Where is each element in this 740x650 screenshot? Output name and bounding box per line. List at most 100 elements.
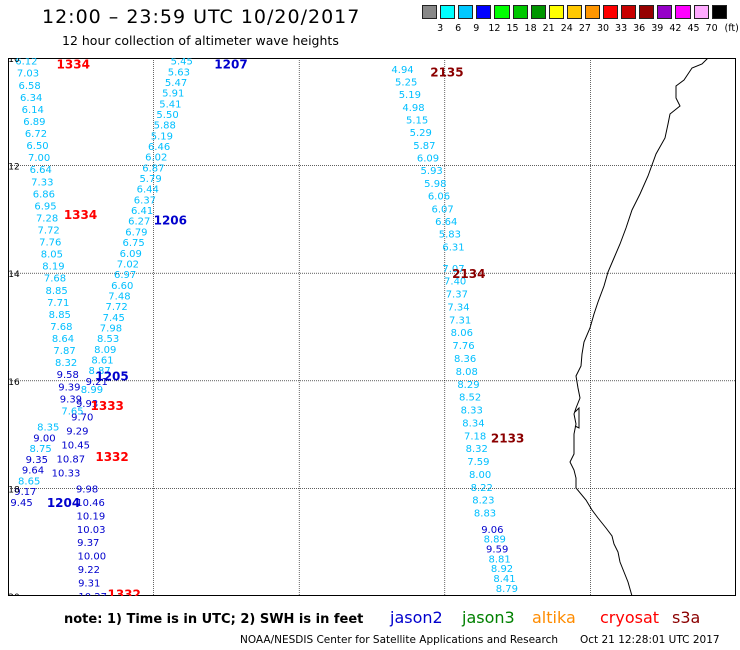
- wave-height-label: 5.63: [168, 67, 190, 78]
- wave-height-label: 8.79: [496, 584, 518, 595]
- wave-height-label: 8.64: [52, 334, 74, 345]
- wave-height-label: 6.09: [120, 249, 142, 260]
- wave-height-label: 7.71: [47, 298, 69, 309]
- legend-swatch: [584, 5, 601, 19]
- legend-swatch: [458, 5, 474, 19]
- wave-height-label: 7.34: [447, 302, 469, 313]
- map-frame: [8, 58, 736, 596]
- wave-height-label: 8.35: [37, 423, 59, 434]
- legend-label: 6: [455, 23, 462, 34]
- wave-height-label: 8.99: [81, 385, 103, 396]
- wave-height-label: 5.47: [165, 78, 187, 89]
- wave-height-label: 9.37: [77, 538, 99, 549]
- map-subtitle: 12 hour collection of altimeter wave hei…: [62, 33, 339, 48]
- wave-height-label: 9.58: [57, 370, 79, 381]
- wave-height-label: 9.45: [10, 498, 32, 509]
- wave-height-label: 8.65: [18, 476, 40, 487]
- wave-height-label: 8.33: [461, 406, 483, 417]
- satellite-altika: altika: [532, 608, 576, 627]
- wave-height-label: 6.89: [23, 117, 45, 128]
- legend-swatch: [675, 5, 691, 19]
- wave-height-label: 6.79: [125, 227, 147, 238]
- legend-label: 42: [669, 23, 682, 34]
- wave-height-label: 9.98: [76, 484, 98, 495]
- pass-label: 1206: [154, 213, 187, 227]
- wave-height-label: 10.27: [78, 592, 107, 596]
- wave-height-label: 6.31: [442, 242, 464, 253]
- wave-height-label: 6.02: [145, 153, 167, 164]
- legend-label: 36: [633, 23, 646, 34]
- wave-height-label: 5.41: [159, 99, 181, 110]
- wave-height-label: 7.72: [38, 226, 60, 237]
- wave-height-label: 5.50: [156, 110, 178, 121]
- wave-height-label: 7.65: [61, 406, 83, 417]
- footer-note: note: 1) Time is in UTC; 2) SWH is in fe…: [64, 612, 364, 627]
- y-tick-label: -10: [8, 58, 20, 65]
- pass-label: 1333: [91, 399, 124, 413]
- wave-height-label: 8.87: [88, 366, 110, 377]
- wave-height-label: 7.00: [28, 153, 50, 164]
- wave-height-label: 6.34: [20, 93, 42, 104]
- wave-height-label: 10.46: [76, 498, 105, 509]
- wave-height-label: 8.32: [466, 444, 488, 455]
- legend-swatch: [512, 5, 528, 19]
- legend-swatch: [530, 5, 546, 19]
- wave-height-label: 7.45: [103, 313, 125, 324]
- wave-height-label: 5.87: [413, 141, 435, 152]
- wave-height-label: 5.93: [421, 166, 443, 177]
- wave-height-label: 5.91: [162, 89, 184, 100]
- wave-height-label: 8.52: [459, 393, 481, 404]
- wave-height-label: 6.37: [134, 195, 156, 206]
- wave-height-label: 8.06: [451, 328, 473, 339]
- y-tick-label: -14: [8, 270, 20, 280]
- wave-height-label: 8.08: [456, 367, 478, 378]
- legend-swatch: [566, 5, 582, 19]
- wave-height-label: 6.87: [142, 163, 164, 174]
- wave-height-label: 8.83: [474, 509, 496, 520]
- legend-label: 70: [705, 23, 718, 34]
- wave-height-label: 6.44: [137, 185, 159, 196]
- wave-height-label: 7.02: [117, 259, 139, 270]
- legend-label: 9: [473, 23, 480, 34]
- wave-height-map: 6.127.036.586.346.146.896.726.507.006.64…: [8, 58, 736, 596]
- legend-label: 27: [578, 23, 591, 34]
- wave-height-label: 10.45: [61, 440, 90, 451]
- wave-height-label: 6.06: [428, 192, 450, 203]
- satellite-jason3: jason3: [462, 608, 515, 627]
- legend-swatch: [621, 5, 637, 19]
- wave-height-label: 6.97: [114, 270, 136, 281]
- wave-height-label: 9.22: [78, 565, 100, 576]
- wave-height-label: 6.07: [431, 204, 453, 215]
- pass-label: 1207: [214, 58, 247, 71]
- wave-height-label: 7.28: [36, 213, 58, 224]
- legend-label: 24: [560, 23, 573, 34]
- legend-label: 18: [524, 23, 537, 34]
- wave-height-label: 8.85: [45, 286, 67, 297]
- altimeter-tracks: 6.127.036.586.346.146.896.726.507.006.64…: [10, 58, 518, 596]
- legend-label: 12: [488, 23, 501, 34]
- wave-height-label: 9.17: [14, 487, 36, 498]
- wave-height-label: 6.58: [18, 81, 40, 92]
- legend-label: 15: [506, 23, 519, 34]
- wave-height-label: 8.92: [491, 564, 513, 575]
- wave-height-label: 9.21: [86, 377, 108, 388]
- wave-height-label: 6.95: [34, 201, 56, 212]
- satellite-cryosat: cryosat: [600, 608, 660, 627]
- legend-label: 3: [437, 23, 444, 34]
- wave-height-label: 9.64: [22, 466, 44, 477]
- legend-swatch: [711, 5, 727, 19]
- wave-height-label: 8.61: [91, 355, 113, 366]
- pass-label: 2134: [452, 267, 485, 281]
- wave-height-label: 6.86: [33, 189, 55, 200]
- wave-height-label: 10.87: [57, 454, 86, 465]
- legend-label: 21: [542, 23, 555, 34]
- wave-height-label: 9.06: [481, 525, 503, 536]
- coastline-islet: [574, 406, 580, 429]
- legend-label: 45: [687, 23, 700, 34]
- wave-height-label: 7.98: [100, 323, 122, 334]
- wave-height-label: 6.72: [25, 129, 47, 140]
- legend-swatch: [639, 5, 655, 19]
- pass-label: 2133: [491, 431, 524, 445]
- wave-height-label: 7.07: [442, 264, 464, 275]
- axis-ticks: 03691215-10-12-14-16-18-20: [8, 58, 20, 596]
